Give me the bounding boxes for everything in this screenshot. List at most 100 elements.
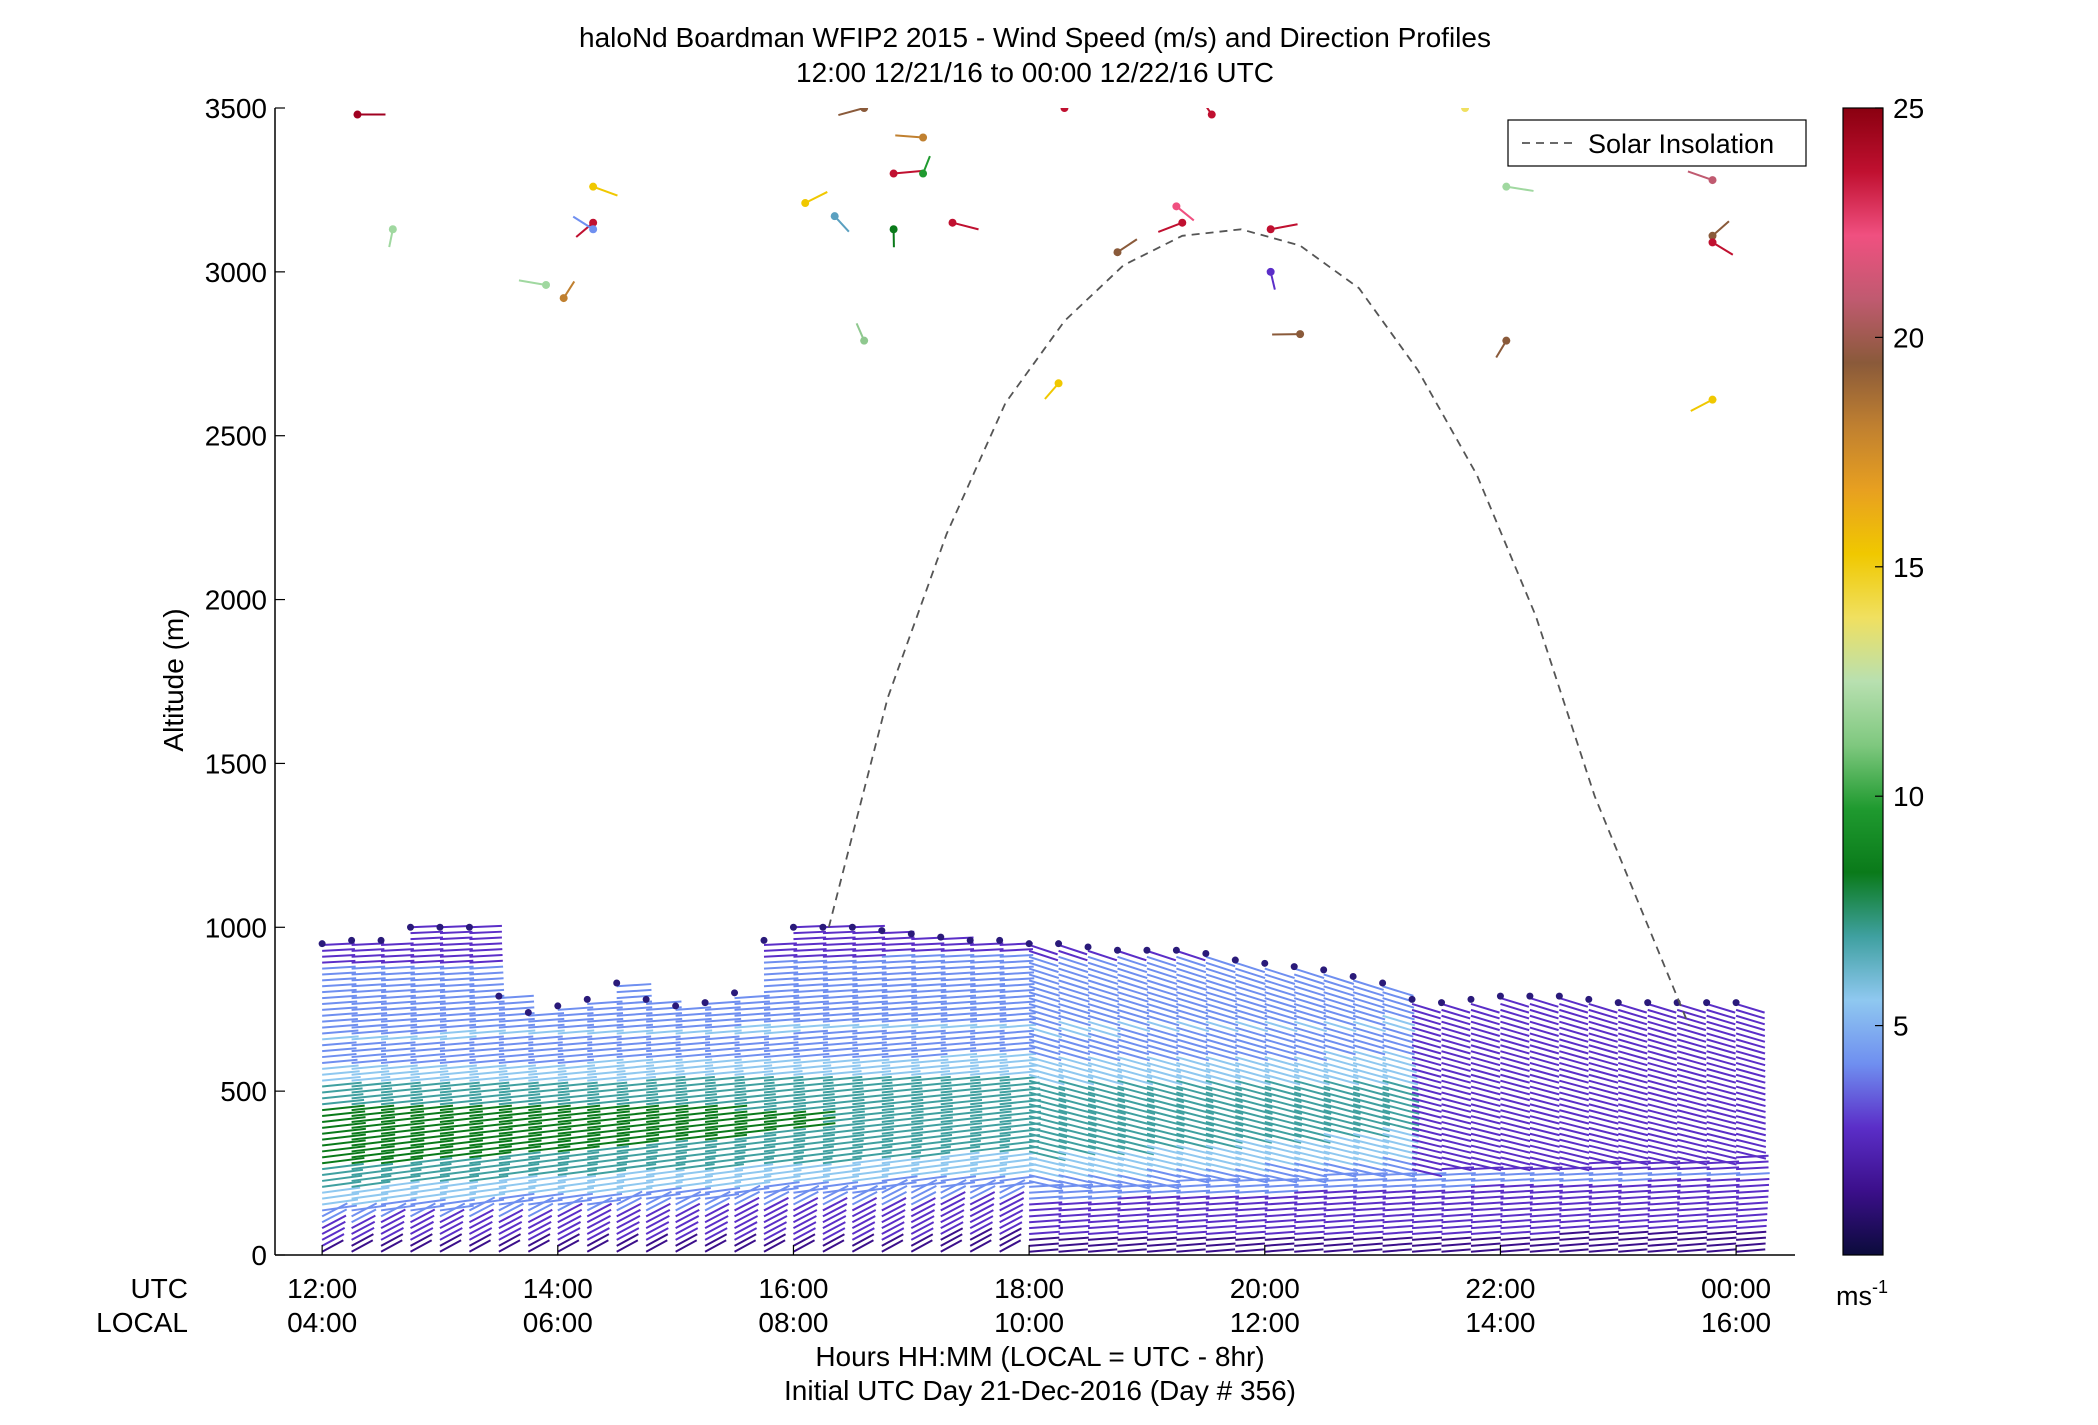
- wind-barb: [1588, 1032, 1618, 1043]
- wind-barb: [1293, 1020, 1328, 1033]
- wind-barb: [734, 1104, 777, 1112]
- wind-barb: [1028, 997, 1061, 1009]
- wind-barb: [852, 1035, 887, 1041]
- wind-barb: [1735, 1150, 1767, 1160]
- wind-barb: [1441, 1144, 1472, 1154]
- wind-barb: [1441, 1166, 1475, 1171]
- wind-barb: [999, 1191, 1025, 1206]
- wind-barb: [1205, 1061, 1241, 1074]
- wind-barb: [439, 994, 475, 1000]
- wind-barb: [586, 1202, 613, 1218]
- wind-barb: [1146, 1026, 1178, 1038]
- wind-barb: [1028, 1179, 1063, 1190]
- wind-barb: [793, 1116, 836, 1123]
- wind-barb: [1058, 979, 1090, 991]
- wind-barb: [1647, 1156, 1678, 1166]
- x-tick-label-utc: 12:00: [287, 1273, 357, 1304]
- wind-barb: [1146, 985, 1178, 997]
- wind-barb: [1323, 1079, 1360, 1092]
- wind-barb: [322, 988, 357, 994]
- wind-barb: [1058, 1126, 1097, 1139]
- wind-barb: [793, 959, 828, 964]
- wind-barb: [1087, 979, 1119, 991]
- wind-barb: [1441, 1183, 1476, 1188]
- wind-barb: [1176, 949, 1206, 962]
- wind-barb: [1353, 1189, 1387, 1194]
- wind-barb: [1588, 1109, 1619, 1119]
- wind-barb: [498, 1093, 541, 1100]
- wind-barb: [1323, 1044, 1356, 1056]
- wind-barb: [1470, 1177, 1505, 1182]
- profile-top-marker: [465, 923, 473, 931]
- wind-barb: [351, 1239, 374, 1253]
- wind-barb: [1500, 1201, 1533, 1206]
- profile-top-marker: [377, 936, 385, 944]
- wind-barb: [1352, 1115, 1391, 1127]
- wind-barb: [410, 1075, 450, 1082]
- wind-barb: [1323, 1168, 1357, 1178]
- wind-barb: [410, 1110, 454, 1118]
- wind-barb: [970, 1035, 1005, 1041]
- wind-barb: [1058, 1050, 1091, 1062]
- wind-barb: [1028, 967, 1060, 979]
- wind-barb: [1735, 1091, 1766, 1102]
- wind-barb: [1235, 1213, 1268, 1218]
- wind-barb: [1500, 1138, 1531, 1148]
- wind-barb: [1382, 1236, 1413, 1241]
- wind-barb: [822, 1104, 865, 1112]
- wind-barb: [675, 1041, 711, 1047]
- wind-barb: [1058, 1014, 1091, 1027]
- wind-barb: [1028, 944, 1058, 956]
- wind-barb: [1500, 1183, 1534, 1188]
- wind-barb: [1117, 1248, 1147, 1253]
- wind-barb: [1500, 1020, 1530, 1032]
- wind-barb: [322, 1168, 364, 1177]
- wind-barb: [1087, 991, 1120, 1003]
- profile-top-marker: [1113, 946, 1121, 954]
- wind-barb: [1205, 985, 1237, 997]
- wind-barb: [322, 1174, 363, 1182]
- wind-barb: [1500, 1132, 1531, 1143]
- legend-box: [1507, 119, 1807, 167]
- wind-barb: [1706, 1097, 1737, 1108]
- wind-barb: [1264, 1132, 1302, 1144]
- wind-barb: [1293, 1126, 1332, 1138]
- profile-top-marker: [1555, 992, 1563, 1000]
- wind-barb: [1117, 955, 1147, 968]
- wind-barb: [1146, 991, 1179, 1003]
- wind-barb: [1588, 1213, 1621, 1218]
- wind-barb: [410, 988, 446, 994]
- wind-barb: [380, 1098, 424, 1106]
- wind-barb: [734, 1023, 771, 1029]
- wind-barb: [1441, 1079, 1472, 1090]
- wind-barb: [1441, 1008, 1471, 1020]
- wind-barb: [1441, 1073, 1471, 1084]
- wind-barb: [1117, 1156, 1153, 1167]
- wind-barb: [1235, 1174, 1268, 1184]
- wind-barb: [704, 1035, 740, 1041]
- aloft-point: [1178, 218, 1187, 227]
- wind-barb: [881, 1139, 923, 1147]
- x-axis-label-2: Initial UTC Day 21-Dec-2016 (Day # 356): [784, 1375, 1296, 1406]
- wind-barb: [1677, 1178, 1711, 1182]
- wind-barb: [793, 1064, 832, 1070]
- wind-barb: [1293, 1008, 1327, 1021]
- wind-barb: [1500, 1097, 1531, 1108]
- profile-top-marker: [583, 995, 591, 1003]
- wind-barb: [1441, 1085, 1472, 1096]
- wind-barb: [1117, 1213, 1150, 1218]
- aloft-point: [1207, 110, 1216, 119]
- wind-barb: [675, 1047, 711, 1053]
- wind-barb: [1735, 1115, 1766, 1125]
- wind-barb: [1264, 1115, 1303, 1127]
- wind-barb: [999, 1139, 1040, 1147]
- wind-barb: [705, 1017, 742, 1023]
- wind-barb: [410, 1180, 449, 1188]
- wind-barb: [1087, 1003, 1120, 1015]
- wind-barb: [1647, 1097, 1678, 1108]
- wind-barb: [322, 1127, 366, 1135]
- wind-barb: [587, 1023, 624, 1029]
- wind-barb: [763, 1075, 804, 1082]
- wind-barb: [322, 1133, 366, 1141]
- wind-barb: [410, 1127, 455, 1135]
